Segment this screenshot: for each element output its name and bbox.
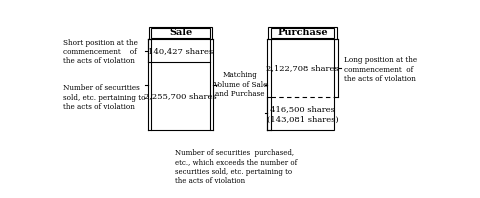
Bar	[152, 39, 210, 130]
Bar	[268, 27, 336, 39]
Text: (143,081 shares): (143,081 shares)	[267, 116, 338, 124]
Text: Long position at the
commencement  of
the acts of violation: Long position at the commencement of the…	[344, 56, 417, 83]
Text: Number of securities  purchased,
etc., which exceeds the number of
securities so: Number of securities purchased, etc., wh…	[175, 149, 297, 185]
Bar	[149, 27, 212, 39]
Text: 2,122,708 shares: 2,122,708 shares	[266, 64, 339, 72]
Bar	[271, 28, 335, 38]
Text: Number of securities
sold, etc. pertaining to
the acts of violation: Number of securities sold, etc. pertaini…	[63, 85, 145, 111]
Text: Matching
Volume of Sale
and Purchase: Matching Volume of Sale and Purchase	[213, 71, 267, 98]
Text: Sale: Sale	[169, 29, 192, 37]
Text: 416,500 shares: 416,500 shares	[270, 106, 335, 114]
Text: Purchase: Purchase	[277, 29, 328, 37]
Text: 140,427 shares: 140,427 shares	[148, 47, 213, 55]
Bar	[271, 39, 335, 130]
Text: Short position at the
commencement    of
the acts of violation: Short position at the commencement of th…	[63, 39, 138, 66]
Text: 2,255,700 shares: 2,255,700 shares	[144, 92, 217, 100]
Bar	[152, 28, 210, 38]
